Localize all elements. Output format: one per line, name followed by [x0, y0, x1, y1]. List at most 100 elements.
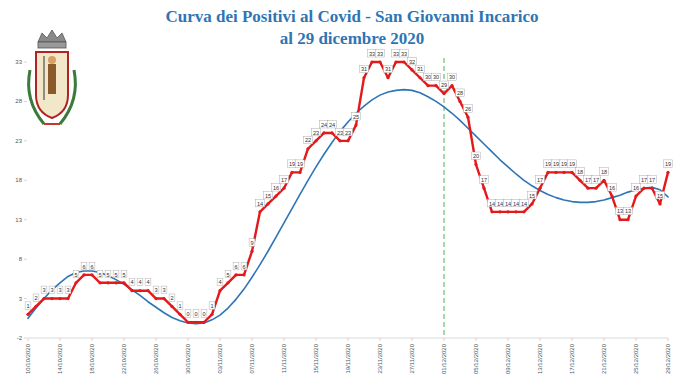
data-point: [506, 210, 509, 213]
x-tick: [284, 338, 285, 341]
data-point: [162, 297, 165, 300]
data-label-box: [49, 286, 55, 294]
data-point: [26, 313, 29, 316]
data-label: 25: [353, 114, 359, 120]
data-label: 17: [585, 177, 591, 183]
crest-crown-base: [38, 42, 66, 48]
y-tick: [24, 140, 27, 141]
data-label-box: [193, 310, 199, 318]
data-label-box: [153, 286, 159, 294]
y-tick: [24, 62, 27, 63]
data-point: [394, 60, 397, 63]
data-label-box: [73, 270, 79, 278]
data-label: 6: [234, 264, 237, 270]
data-label-box: [327, 120, 336, 128]
data-point: [170, 305, 173, 308]
data-point: [666, 171, 669, 174]
data-label-box: [97, 270, 103, 278]
crest-ribbon: [44, 123, 60, 125]
data-point: [42, 297, 45, 300]
x-tick: [60, 338, 61, 341]
data-point: [626, 218, 629, 221]
x-tick-label: 22/10/2020: [121, 343, 127, 374]
x-tick-label: 13/12/2020: [537, 343, 543, 374]
data-label: 5: [98, 272, 101, 278]
data-point: [642, 187, 645, 190]
data-label: 17: [641, 177, 647, 183]
data-point: [610, 194, 613, 197]
chart-subtitle: al 29 dicembre 2020: [280, 29, 425, 48]
data-label: 4: [146, 279, 149, 285]
data-label-box: [343, 128, 352, 136]
data-label-box: [623, 207, 632, 215]
data-label-box: [41, 286, 47, 294]
data-label: 3: [42, 287, 45, 293]
data-label-box: [25, 302, 31, 310]
data-point: [226, 281, 229, 284]
data-label: 5: [106, 272, 109, 278]
data-label-box: [575, 168, 584, 176]
x-tick: [348, 338, 349, 341]
data-label-box: [33, 294, 39, 302]
data-label: 24: [329, 122, 335, 128]
data-point: [474, 163, 477, 166]
data-label-box: [65, 286, 71, 294]
x-tick-label: 15/11/2020: [313, 343, 319, 373]
x-tick: [188, 338, 189, 341]
x-tick: [540, 338, 541, 341]
data-label-box: [169, 294, 175, 302]
data-label-box: [463, 105, 472, 113]
crest-figure: [48, 64, 56, 94]
data-label-box: [607, 184, 616, 192]
data-label: 33: [369, 51, 375, 57]
data-label-box: [415, 65, 424, 73]
data-point: [514, 210, 517, 213]
data-label: 13: [625, 208, 631, 214]
data-point: [114, 281, 117, 284]
data-label-box: [201, 310, 207, 318]
data-point: [202, 321, 205, 324]
y-tick-label: 8: [19, 256, 23, 262]
data-point: [370, 60, 373, 63]
data-point: [194, 321, 197, 324]
data-point: [634, 194, 637, 197]
data-label-box: [471, 152, 480, 160]
data-point: [58, 297, 61, 300]
data-point: [538, 187, 541, 190]
data-label-box: [121, 270, 127, 278]
data-label: 24: [321, 122, 327, 128]
data-label-box: [303, 136, 312, 144]
x-tick-label: 05/12/2020: [473, 343, 479, 374]
data-label: 26: [465, 106, 471, 112]
data-label-box: [535, 176, 544, 184]
data-point: [50, 297, 53, 300]
data-label: 32: [409, 59, 415, 65]
data-label-box: [161, 286, 167, 294]
x-tick-label: 30/10/2020: [185, 343, 191, 374]
y-tick: [24, 180, 27, 181]
data-label: 30: [433, 74, 439, 80]
data-point: [74, 281, 77, 284]
data-label-box: [431, 73, 440, 81]
x-tick: [636, 338, 637, 341]
data-label: 19: [297, 161, 303, 167]
x-tick: [316, 338, 317, 341]
data-label-box: [439, 81, 448, 89]
x-tick-label: 11/11/2020: [281, 343, 287, 373]
data-point: [402, 60, 405, 63]
data-label: 4: [138, 279, 141, 285]
data-label: 19: [569, 161, 575, 167]
data-point: [146, 289, 149, 292]
data-point: [130, 289, 133, 292]
data-point: [410, 68, 413, 71]
y-tick: [24, 219, 27, 220]
data-label-box: [519, 199, 528, 207]
data-label-box: [527, 191, 536, 199]
data-label-box: [383, 65, 392, 73]
x-tick-label: 19/11/2020: [345, 343, 351, 373]
data-point: [258, 210, 261, 213]
data-point: [362, 76, 365, 79]
data-label: 5: [122, 272, 125, 278]
data-label: 2: [34, 295, 37, 301]
data-label-box: [647, 176, 656, 184]
